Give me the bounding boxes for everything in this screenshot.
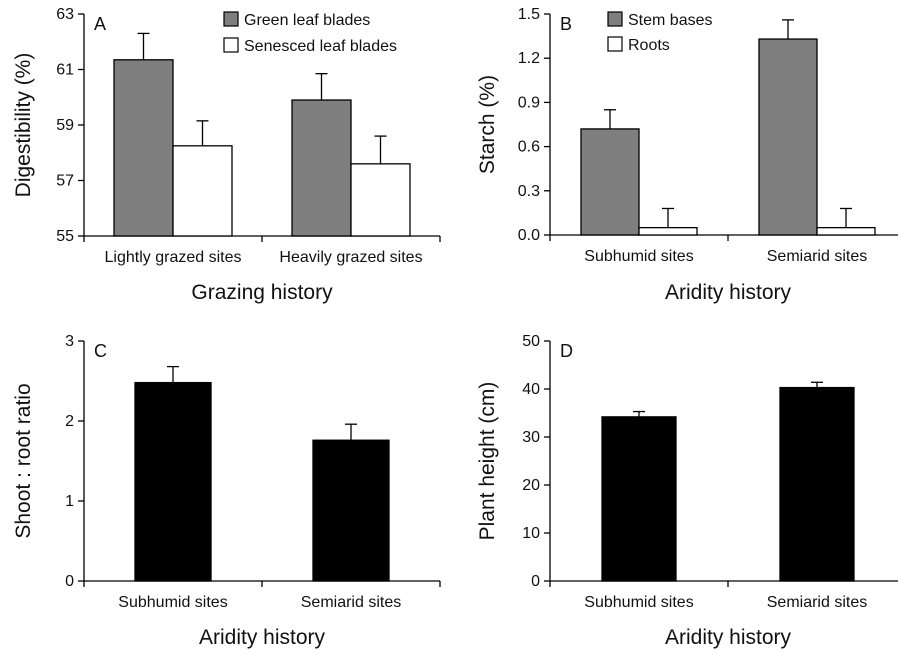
x-axis-title: Aridity history [665,626,792,649]
y-tick-label: 61 [56,62,74,79]
legend-swatch [607,36,623,52]
y-tick-label: 3 [65,333,74,350]
panel-letter: C [94,341,107,361]
panel-d: 0 10 20 30 40 50 Subhumid sites Semiarid sites A… [476,333,898,649]
bar-green-leaf-blades [291,99,352,237]
x-category-label: Semiarid sites [767,248,867,265]
panel-letter: D [560,341,573,361]
panel-a: 55 57 59 61 63 Lightly grazed sites Heavily gr… [12,6,441,304]
legend-swatch [223,37,239,53]
bar-value [134,381,212,582]
y-tick-label: 1.2 [518,50,540,67]
bar-senesced-leaf-blades [350,163,411,237]
y-tick-label: 0.0 [518,227,540,244]
y-axis-title: Starch (%) [476,75,499,174]
y-axis-title: Digestibility (%) [12,53,35,198]
y-tick-label: 0 [531,573,540,590]
y-tick-label: 20 [522,477,540,494]
panel-letter: A [94,14,106,34]
bar-senesced-leaf-blades [172,145,233,237]
y-tick-label: 0.6 [518,139,540,156]
x-category-label: Lightly grazed sites [105,249,242,266]
bar-roots [638,226,698,236]
x-category-label: Semiarid sites [301,594,401,611]
legend-label: Stem bases [628,12,712,29]
x-category-label: Heavily grazed sites [279,249,422,266]
y-tick-label: 63 [56,6,74,23]
y-tick-label: 1 [65,493,74,510]
y-axis-title: Plant height (cm) [476,382,499,541]
y-tick-label: 0.9 [518,94,540,111]
bar-stem-bases [580,128,640,236]
bar-roots [816,226,876,236]
legend-swatch [223,11,239,27]
y-tick-label: 57 [56,173,74,190]
panel-b: 0.0 0.3 0.6 0.9 1.2 1.5 Subhumid sites Semiarid… [476,6,898,304]
y-tick-label: 10 [522,525,540,542]
x-category-label: Semiarid sites [767,594,867,611]
x-axis-title: Aridity history [199,626,326,649]
bar-value [779,386,855,582]
y-tick-label: 1.5 [518,6,540,23]
legend-label: Roots [628,37,670,54]
legend-swatch [607,11,623,27]
x-axis-title: Aridity history [665,281,792,304]
y-tick-label: 59 [56,117,74,134]
bar-value [312,439,390,582]
x-category-label: Subhumid sites [584,594,693,611]
y-tick-label: 30 [522,429,540,446]
bar-stem-bases [758,38,818,236]
y-tick-label: 55 [56,228,74,245]
legend-label: Green leaf blades [244,12,370,29]
x-category-label: Subhumid sites [118,594,227,611]
y-tick-label: 50 [522,333,540,350]
panel-c: 0 1 2 3 Subhumid sites Semiarid sites Aridity … [12,333,441,649]
y-tick-label: 40 [522,381,540,398]
panel-letter: B [560,14,572,34]
y-tick-label: 0 [65,573,74,590]
y-tick-label: 2 [65,413,74,430]
bar-green-leaf-blades [113,59,174,237]
x-category-label: Subhumid sites [584,248,693,265]
y-axis-title: Shoot : root ratio [12,383,35,538]
y-tick-label: 0.3 [518,183,540,200]
legend-label: Senesced leaf blades [244,38,397,55]
x-axis-title: Grazing history [191,281,333,304]
bar-value [601,416,677,582]
